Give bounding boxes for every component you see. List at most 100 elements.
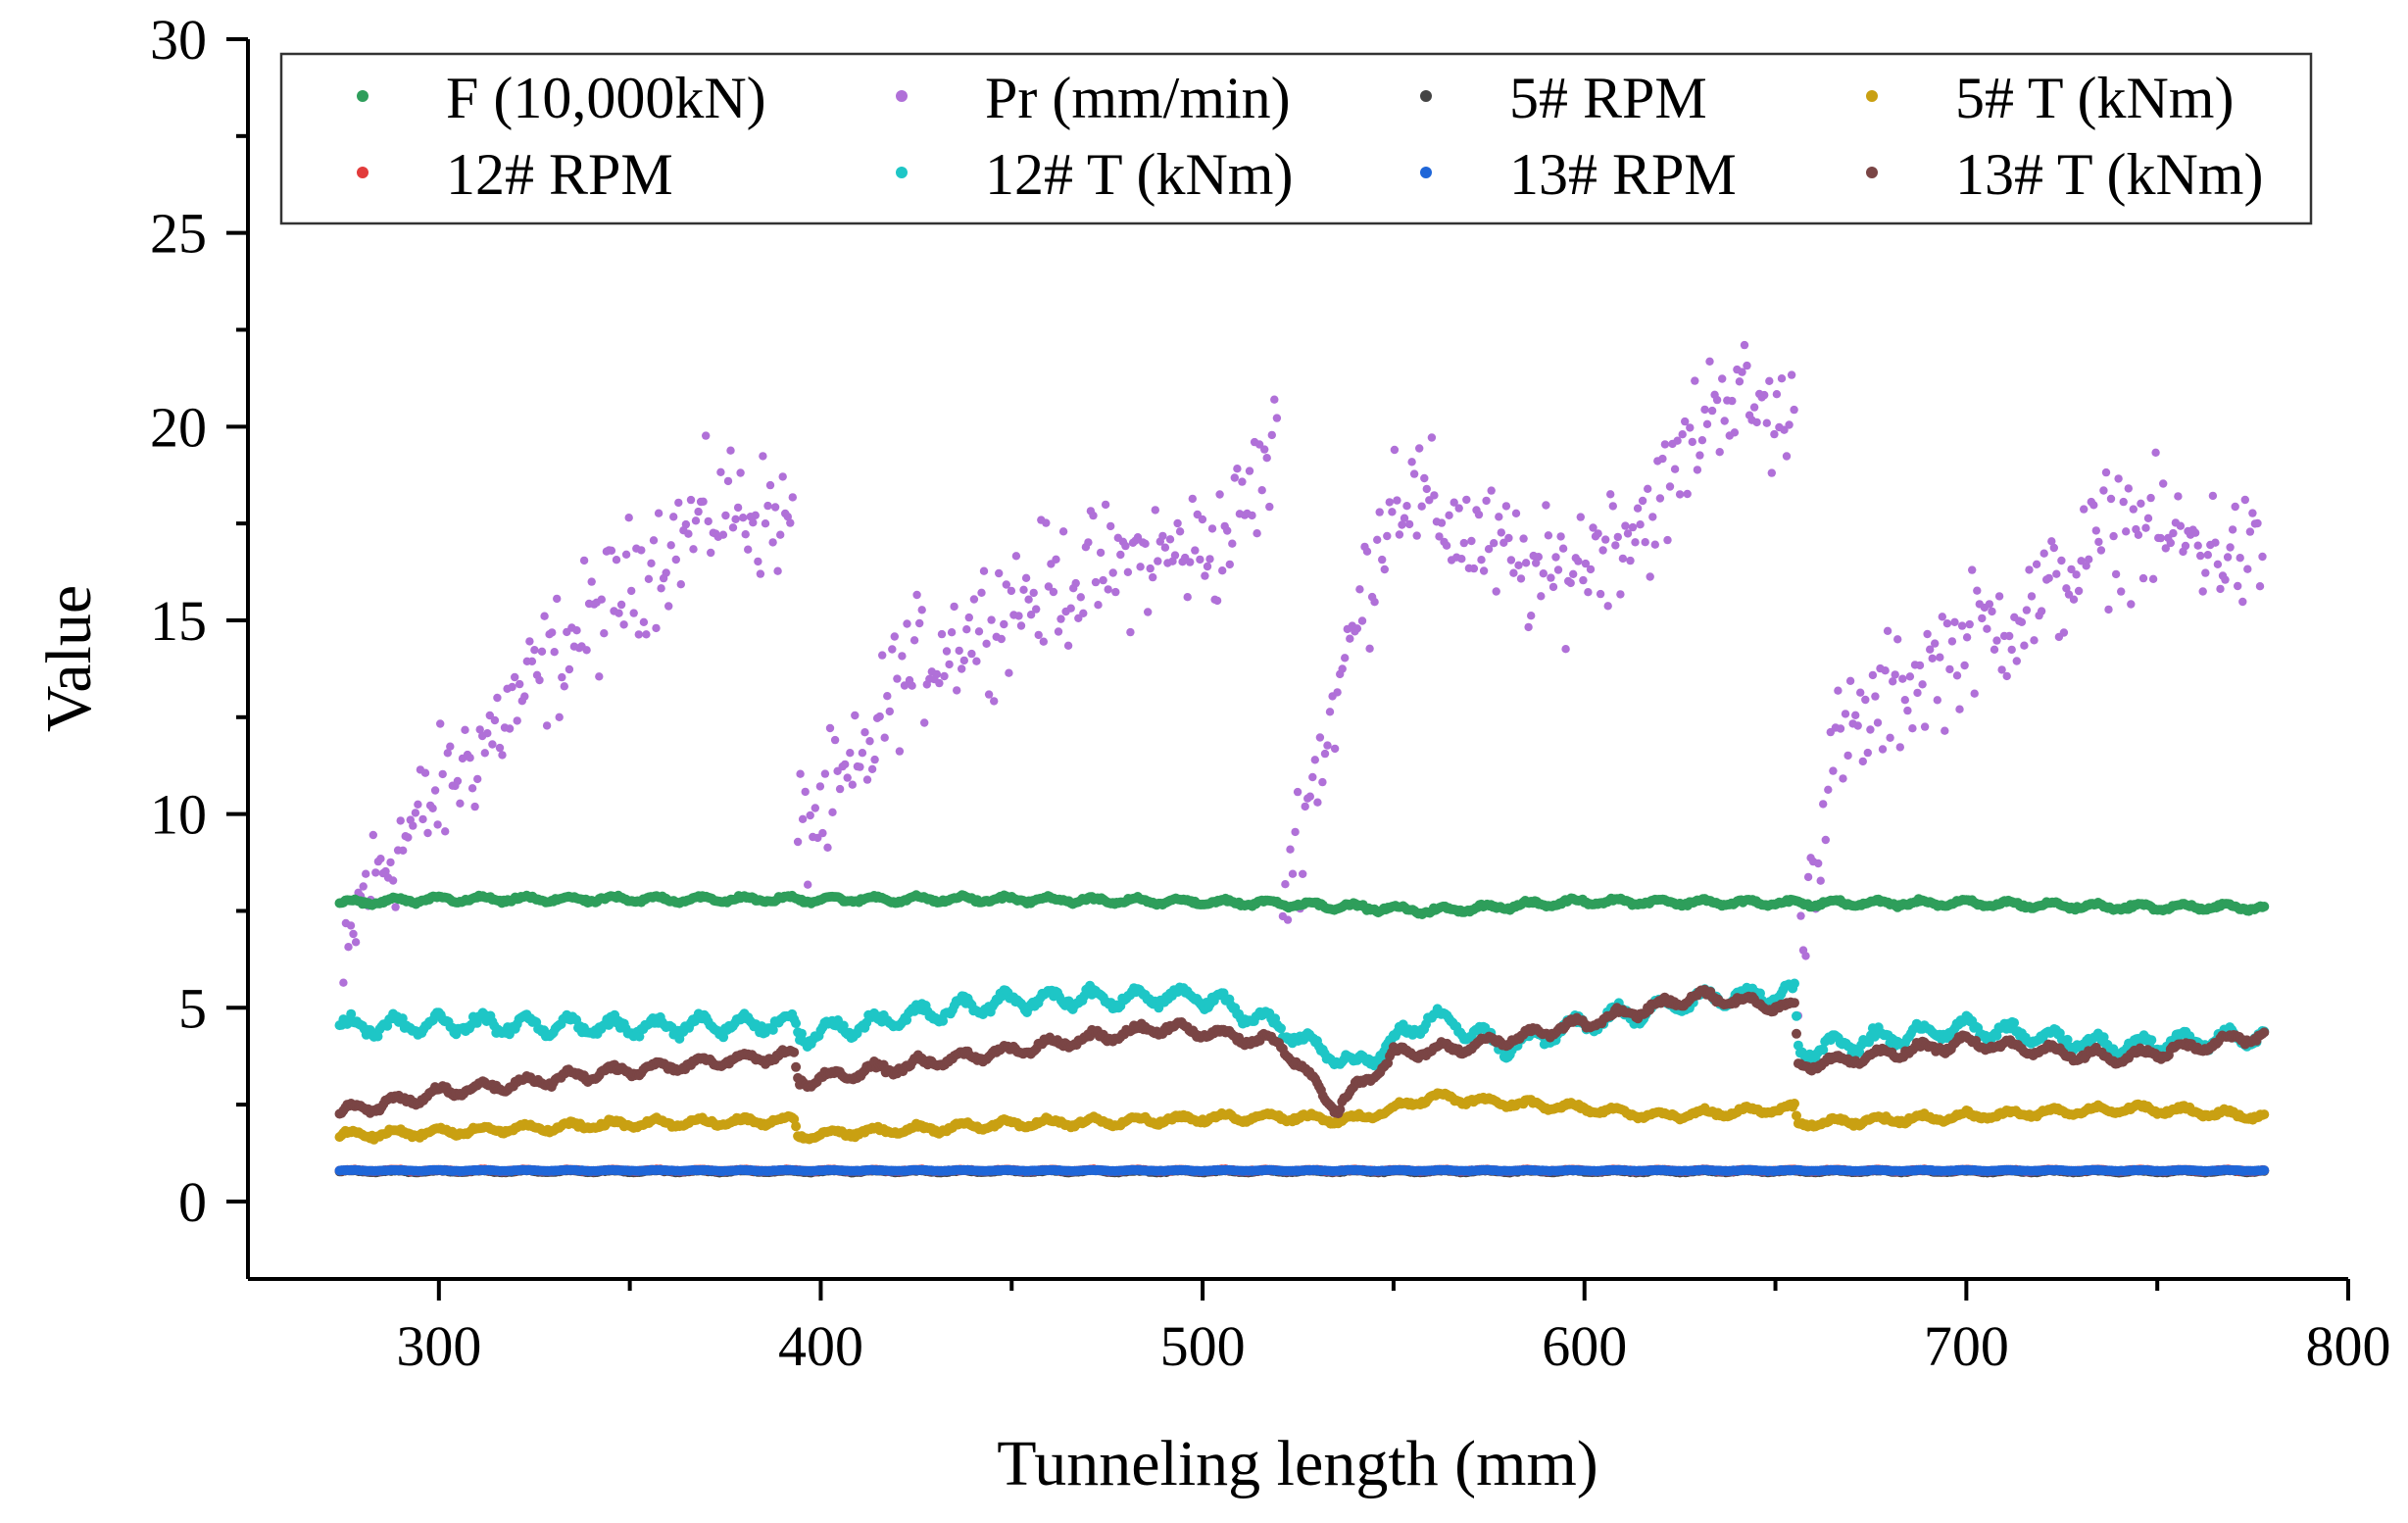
- data-point: [1697, 436, 1707, 445]
- data-point: [644, 574, 654, 583]
- data-point: [1370, 598, 1379, 607]
- data-point: [1558, 544, 1568, 553]
- data-point: [1601, 535, 1610, 544]
- data-point: [1044, 582, 1054, 591]
- data-point: [488, 740, 497, 749]
- data-point: [1310, 756, 1320, 764]
- data-point: [843, 773, 852, 782]
- data-point: [1681, 417, 1690, 426]
- data-point: [791, 1018, 802, 1029]
- data-point: [2146, 1035, 2157, 1046]
- data-point: [1254, 440, 1264, 449]
- data-point: [2231, 502, 2239, 512]
- data-point: [1385, 498, 1395, 507]
- data-point: [739, 514, 748, 522]
- data-point: [483, 729, 492, 738]
- data-point: [1000, 619, 1008, 629]
- data-point: [1688, 437, 1697, 447]
- data-point: [1787, 370, 1796, 379]
- data-point: [867, 764, 877, 773]
- data-point: [1790, 1099, 1799, 1108]
- data-point: [1928, 654, 1937, 663]
- data-point: [2030, 636, 2039, 645]
- data-point: [1675, 490, 1685, 499]
- data-point: [1683, 489, 1692, 499]
- data-point: [600, 629, 609, 638]
- data-point: [1228, 539, 1237, 548]
- data-point: [898, 652, 907, 661]
- data-point: [791, 1121, 802, 1132]
- data-point: [895, 747, 905, 756]
- data-point: [1574, 557, 1583, 565]
- data-point: [1544, 531, 1553, 540]
- data-point: [1780, 425, 1789, 434]
- data-point: [870, 755, 879, 764]
- data-point: [1390, 445, 1400, 455]
- data-point: [652, 623, 661, 633]
- data-point: [1644, 484, 1652, 493]
- data-point: [1633, 504, 1643, 513]
- data-point: [1479, 566, 1489, 575]
- data-point: [2148, 574, 2158, 583]
- data-point: [1141, 539, 1150, 548]
- data-point: [2243, 565, 2252, 573]
- data-point: [1824, 785, 1833, 794]
- data-point: [1445, 511, 1453, 519]
- data-point: [1762, 418, 1772, 427]
- data-point: [1801, 952, 1810, 960]
- data-point: [1918, 680, 1927, 689]
- data-point: [1373, 535, 1382, 544]
- data-point: [1052, 555, 1060, 564]
- data-point: [736, 468, 745, 477]
- data-point: [704, 516, 713, 526]
- data-point: [2129, 505, 2138, 514]
- data-point: [1547, 573, 1555, 582]
- data-point: [2234, 581, 2242, 591]
- data-point: [1511, 509, 1521, 517]
- data-point: [1658, 454, 1667, 464]
- data-point: [945, 660, 954, 669]
- data-point: [1660, 440, 1670, 449]
- data-point: [1863, 748, 1873, 758]
- data-point: [2221, 575, 2230, 584]
- data-point: [1104, 585, 1112, 594]
- data-point: [1626, 556, 1635, 565]
- data-point: [1383, 531, 1392, 541]
- data-point: [2259, 1027, 2270, 1038]
- data-point: [558, 672, 566, 682]
- data-point: [565, 664, 574, 674]
- data-point: [917, 606, 926, 614]
- data-point: [1412, 531, 1421, 540]
- data-point: [616, 600, 626, 610]
- data-point: [1895, 743, 1905, 752]
- data-point: [1618, 554, 1628, 564]
- data-point: [974, 627, 984, 636]
- data-point: [825, 723, 835, 733]
- data-point: [662, 568, 670, 577]
- data-point: [1420, 473, 1429, 483]
- data-point: [1402, 502, 1411, 511]
- data-point: [1173, 518, 1182, 528]
- data-point: [955, 646, 963, 656]
- data-point: [587, 577, 596, 586]
- data-point: [2025, 565, 2034, 574]
- data-point: [612, 556, 621, 565]
- data-point: [2044, 573, 2053, 583]
- data-point: [761, 519, 770, 528]
- data-point: [964, 613, 973, 622]
- data-point: [1772, 390, 1782, 399]
- data-point: [381, 866, 390, 876]
- data-point: [1313, 798, 1322, 807]
- data-point: [579, 556, 589, 565]
- data-point: [1641, 538, 1649, 547]
- data-point: [441, 827, 450, 836]
- data-point: [1276, 1023, 1286, 1034]
- data-point: [614, 609, 623, 617]
- data-point: [2022, 606, 2032, 614]
- data-point: [1950, 617, 1959, 626]
- data-point: [1841, 710, 1850, 718]
- data-point: [2052, 569, 2061, 578]
- data-point: [1272, 414, 1282, 422]
- data-point: [1616, 590, 1625, 599]
- data-point: [1482, 496, 1491, 506]
